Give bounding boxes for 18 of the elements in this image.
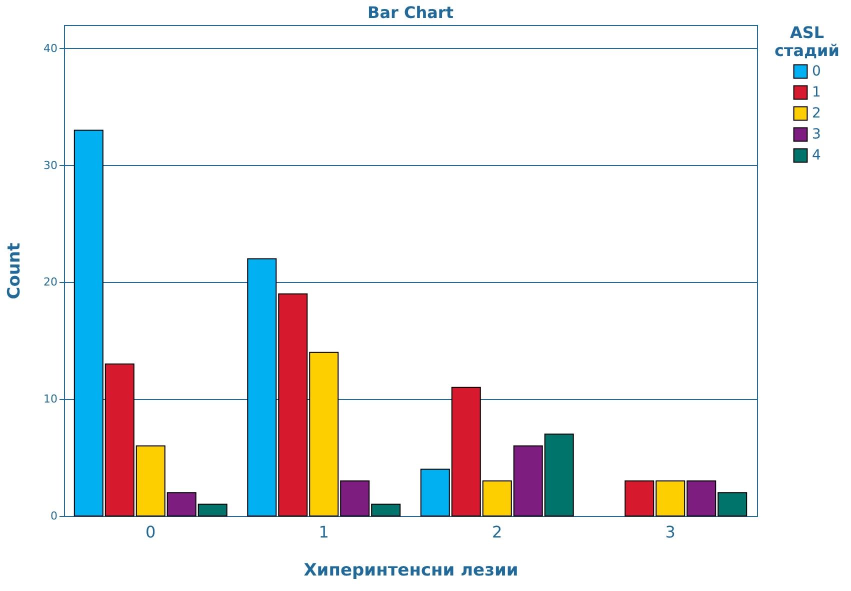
legend-label: 2 xyxy=(812,106,821,122)
y-axis-title: Count xyxy=(4,242,25,300)
y-tick-label: 40 xyxy=(44,42,58,55)
y-tick-label: 0 xyxy=(50,510,58,522)
chart-title: Bar Chart xyxy=(368,3,454,22)
y-tick-label: 10 xyxy=(44,392,58,406)
x-tick-label: 2 xyxy=(492,522,502,542)
legend-label: 3 xyxy=(812,126,821,142)
y-tick-label: 20 xyxy=(44,276,58,289)
legend-label: 0 xyxy=(812,64,821,80)
x-tick-label: 0 xyxy=(146,522,156,542)
x-axis-title: Хиперинтенсни лезии xyxy=(304,560,518,580)
legend-title: ASL стадий xyxy=(774,23,840,60)
x-tick-label: 3 xyxy=(665,522,676,542)
y-tick-label: 30 xyxy=(44,158,58,172)
x-tick-label: 1 xyxy=(318,522,329,542)
legend-label: 4 xyxy=(812,148,821,164)
legend-label: 1 xyxy=(812,84,821,100)
